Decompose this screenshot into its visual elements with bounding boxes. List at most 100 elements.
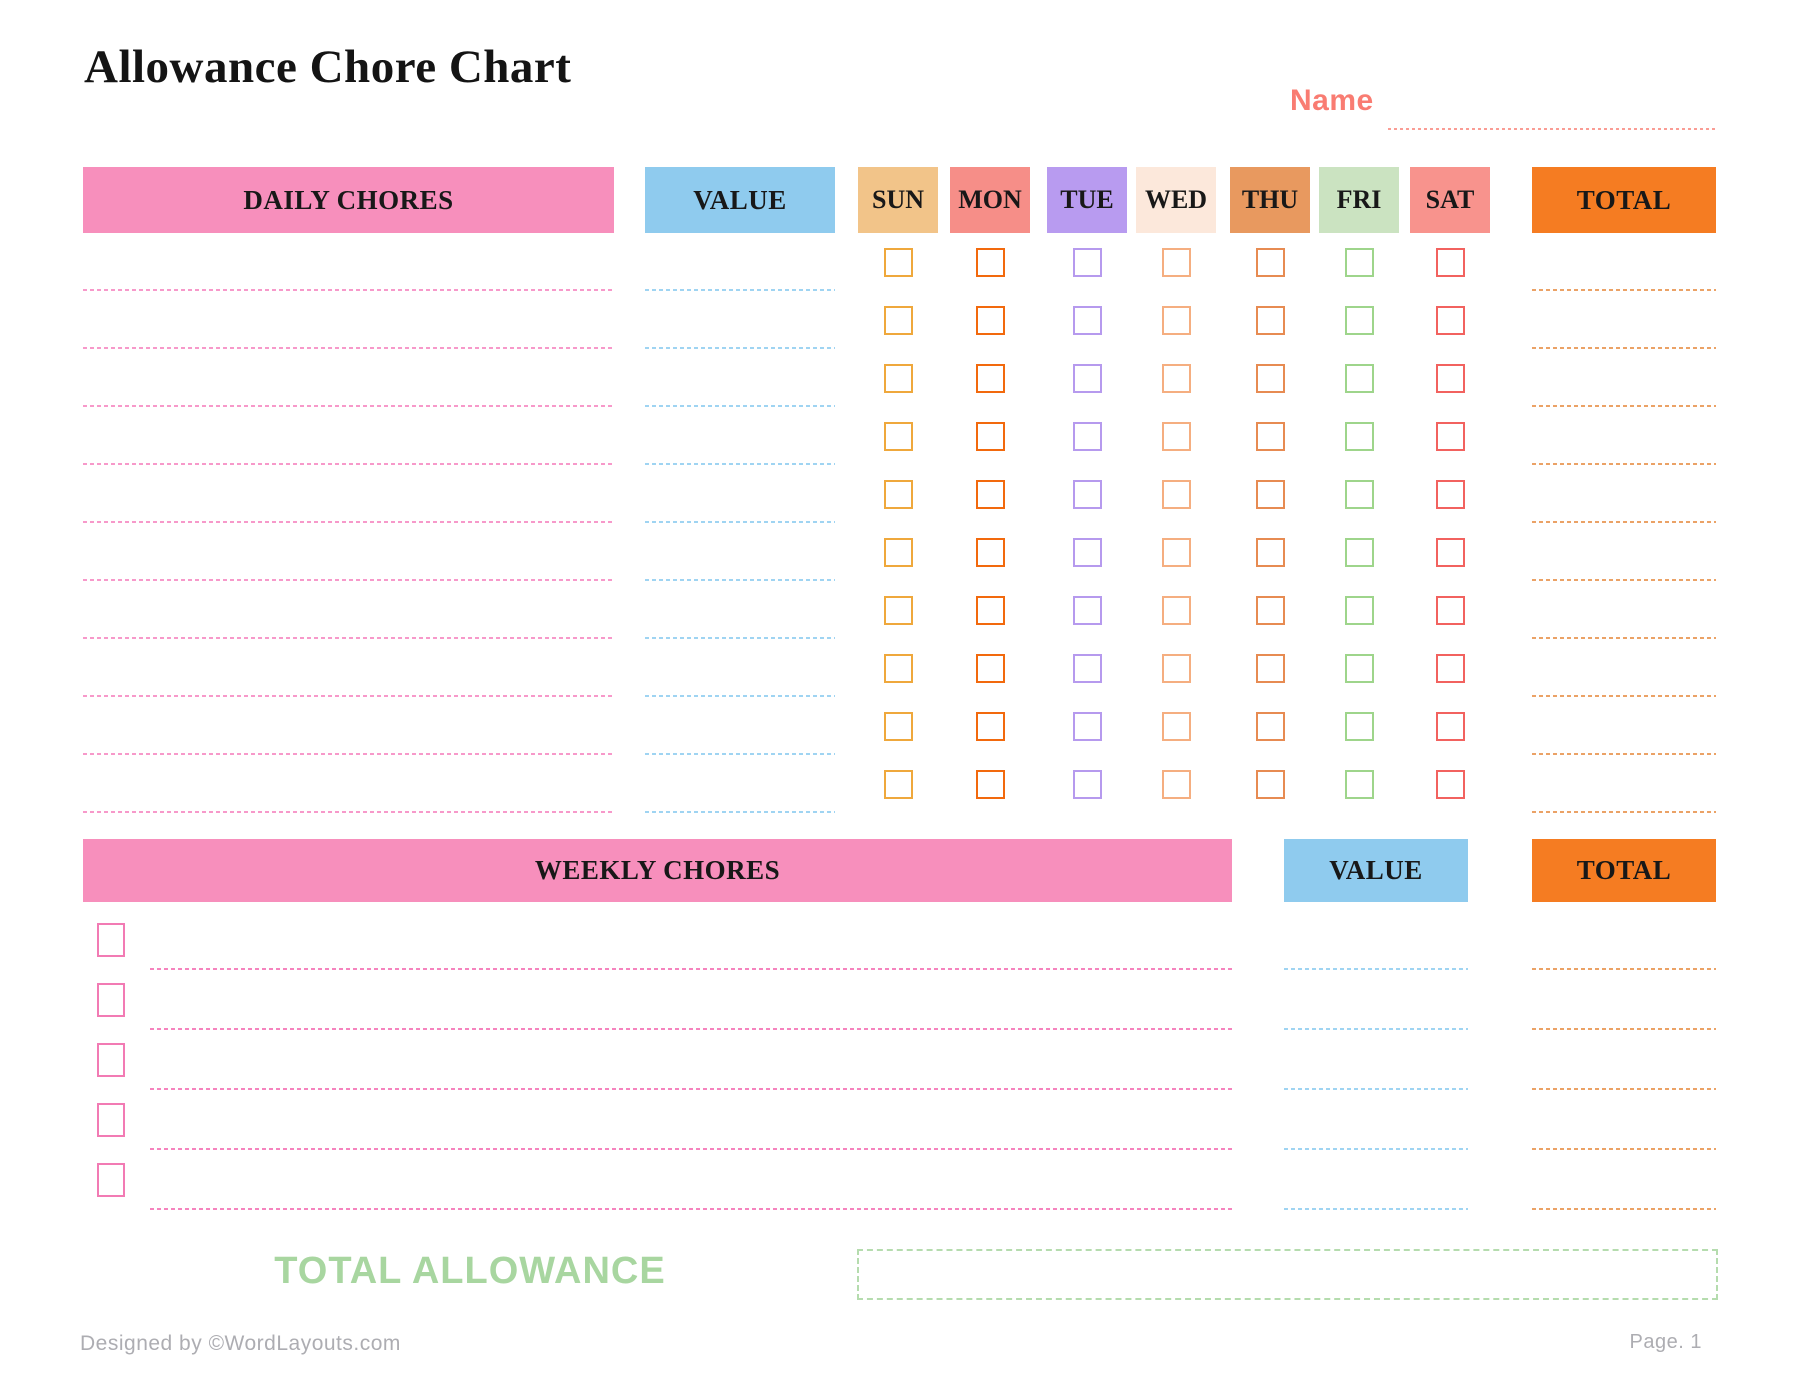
checkbox-wed[interactable]	[1161, 595, 1191, 625]
checkbox-sun[interactable]	[883, 363, 913, 393]
weekly-chore-input-line[interactable]	[150, 1090, 1232, 1150]
weekly-value-input-line[interactable]	[1284, 910, 1468, 970]
daily-chore-input-line[interactable]	[83, 291, 614, 349]
checkbox-fri[interactable]	[1344, 653, 1374, 683]
weekly-total-input-line[interactable]	[1532, 1150, 1716, 1210]
daily-value-input-line[interactable]	[645, 639, 835, 697]
checkbox-sat[interactable]	[1435, 595, 1465, 625]
checkbox-sun[interactable]	[883, 421, 913, 451]
checkbox-mon[interactable]	[975, 421, 1005, 451]
daily-value-input-line[interactable]	[645, 581, 835, 639]
daily-value-input-line[interactable]	[645, 755, 835, 813]
weekly-total-input-line[interactable]	[1532, 1030, 1716, 1090]
checkbox-wed[interactable]	[1161, 479, 1191, 509]
checkbox-sat[interactable]	[1435, 247, 1465, 277]
weekly-value-input-line[interactable]	[1284, 1090, 1468, 1150]
checkbox-wed[interactable]	[1161, 653, 1191, 683]
checkbox-mon[interactable]	[975, 711, 1005, 741]
daily-chore-input-line[interactable]	[83, 233, 614, 291]
checkbox-fri[interactable]	[1344, 421, 1374, 451]
weekly-checkbox[interactable]	[97, 1103, 125, 1137]
checkbox-wed[interactable]	[1161, 711, 1191, 741]
checkbox-thu[interactable]	[1255, 479, 1285, 509]
checkbox-sat[interactable]	[1435, 363, 1465, 393]
daily-value-input-line[interactable]	[645, 465, 835, 523]
checkbox-sun[interactable]	[883, 537, 913, 567]
daily-total-input-line[interactable]	[1532, 291, 1716, 349]
weekly-total-input-line[interactable]	[1532, 970, 1716, 1030]
weekly-value-input-line[interactable]	[1284, 970, 1468, 1030]
weekly-checkbox[interactable]	[97, 923, 125, 957]
checkbox-thu[interactable]	[1255, 247, 1285, 277]
checkbox-wed[interactable]	[1161, 769, 1191, 799]
daily-chore-input-line[interactable]	[83, 523, 614, 581]
checkbox-sat[interactable]	[1435, 653, 1465, 683]
checkbox-fri[interactable]	[1344, 363, 1374, 393]
checkbox-sun[interactable]	[883, 711, 913, 741]
checkbox-sat[interactable]	[1435, 305, 1465, 335]
checkbox-thu[interactable]	[1255, 305, 1285, 335]
checkbox-mon[interactable]	[975, 247, 1005, 277]
daily-value-input-line[interactable]	[645, 291, 835, 349]
weekly-value-input-line[interactable]	[1284, 1150, 1468, 1210]
checkbox-fri[interactable]	[1344, 769, 1374, 799]
weekly-value-input-line[interactable]	[1284, 1030, 1468, 1090]
total-allowance-input-box[interactable]	[857, 1249, 1718, 1300]
daily-total-input-line[interactable]	[1532, 755, 1716, 813]
checkbox-fri[interactable]	[1344, 537, 1374, 567]
checkbox-wed[interactable]	[1161, 247, 1191, 277]
checkbox-tue[interactable]	[1072, 595, 1102, 625]
weekly-checkbox[interactable]	[97, 1043, 125, 1077]
checkbox-tue[interactable]	[1072, 711, 1102, 741]
weekly-checkbox[interactable]	[97, 1163, 125, 1197]
daily-chore-input-line[interactable]	[83, 465, 614, 523]
checkbox-mon[interactable]	[975, 537, 1005, 567]
checkbox-tue[interactable]	[1072, 247, 1102, 277]
checkbox-thu[interactable]	[1255, 363, 1285, 393]
checkbox-fri[interactable]	[1344, 595, 1374, 625]
checkbox-thu[interactable]	[1255, 711, 1285, 741]
checkbox-thu[interactable]	[1255, 595, 1285, 625]
daily-chore-input-line[interactable]	[83, 581, 614, 639]
daily-chore-input-line[interactable]	[83, 407, 614, 465]
checkbox-fri[interactable]	[1344, 711, 1374, 741]
checkbox-mon[interactable]	[975, 305, 1005, 335]
weekly-chore-input-line[interactable]	[150, 1030, 1232, 1090]
checkbox-mon[interactable]	[975, 595, 1005, 625]
daily-total-input-line[interactable]	[1532, 465, 1716, 523]
checkbox-fri[interactable]	[1344, 247, 1374, 277]
checkbox-sun[interactable]	[883, 769, 913, 799]
checkbox-wed[interactable]	[1161, 363, 1191, 393]
checkbox-sun[interactable]	[883, 479, 913, 509]
daily-value-input-line[interactable]	[645, 523, 835, 581]
checkbox-tue[interactable]	[1072, 769, 1102, 799]
checkbox-sun[interactable]	[883, 305, 913, 335]
weekly-total-input-line[interactable]	[1532, 1090, 1716, 1150]
checkbox-sat[interactable]	[1435, 711, 1465, 741]
checkbox-tue[interactable]	[1072, 363, 1102, 393]
checkbox-sat[interactable]	[1435, 769, 1465, 799]
daily-value-input-line[interactable]	[645, 349, 835, 407]
checkbox-tue[interactable]	[1072, 479, 1102, 509]
daily-total-input-line[interactable]	[1532, 233, 1716, 291]
checkbox-fri[interactable]	[1344, 479, 1374, 509]
daily-chore-input-line[interactable]	[83, 755, 614, 813]
daily-total-input-line[interactable]	[1532, 581, 1716, 639]
checkbox-tue[interactable]	[1072, 537, 1102, 567]
checkbox-sat[interactable]	[1435, 421, 1465, 451]
checkbox-thu[interactable]	[1255, 537, 1285, 567]
checkbox-sat[interactable]	[1435, 479, 1465, 509]
checkbox-tue[interactable]	[1072, 305, 1102, 335]
weekly-chore-input-line[interactable]	[150, 910, 1232, 970]
weekly-chore-input-line[interactable]	[150, 970, 1232, 1030]
daily-chore-input-line[interactable]	[83, 639, 614, 697]
checkbox-tue[interactable]	[1072, 421, 1102, 451]
checkbox-thu[interactable]	[1255, 421, 1285, 451]
checkbox-sun[interactable]	[883, 595, 913, 625]
checkbox-tue[interactable]	[1072, 653, 1102, 683]
checkbox-sun[interactable]	[883, 653, 913, 683]
checkbox-mon[interactable]	[975, 653, 1005, 683]
weekly-total-input-line[interactable]	[1532, 910, 1716, 970]
checkbox-fri[interactable]	[1344, 305, 1374, 335]
daily-chore-input-line[interactable]	[83, 349, 614, 407]
